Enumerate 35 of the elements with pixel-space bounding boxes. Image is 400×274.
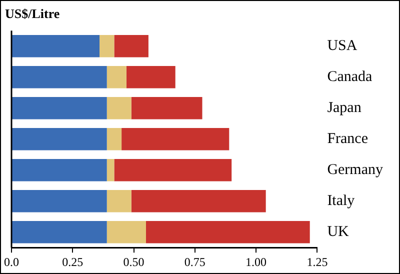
bar [126,66,176,88]
y-tick-label: France [327,131,368,148]
bar [114,158,232,182]
x-tick-label: 0.25 [62,254,84,269]
bar [12,128,107,150]
x-tick-label: 1.00 [246,254,267,269]
bar [106,66,126,88]
y-tick-label: Germany [327,162,384,178]
y-tick-label: Italy [327,193,356,210]
bar [131,96,202,120]
bar [12,158,107,182]
y-tick-label: UK [327,224,350,240]
bar [100,34,114,58]
bar [146,220,310,244]
bar [106,190,132,212]
x-tick-label: 1.25 [306,254,328,269]
bar [106,128,122,150]
y-tick-label: Japan [327,100,362,116]
bar [106,96,132,120]
y-tick-label: Canada [327,69,373,86]
bar [12,34,100,58]
chart-title: US$/Litre [5,6,60,22]
x-tick-label: 0.0 [4,254,19,269]
bar [122,128,230,150]
bar [12,220,107,244]
bar [131,190,266,212]
x-tick-label: 0.75 [184,254,206,269]
bar [106,158,114,182]
x-tick-label: 0.50 [123,254,144,269]
y-tick-label: USA [327,38,358,54]
bar [114,34,148,58]
bar [106,220,146,244]
bar [12,190,107,212]
bar [12,96,107,120]
bar [12,66,107,88]
